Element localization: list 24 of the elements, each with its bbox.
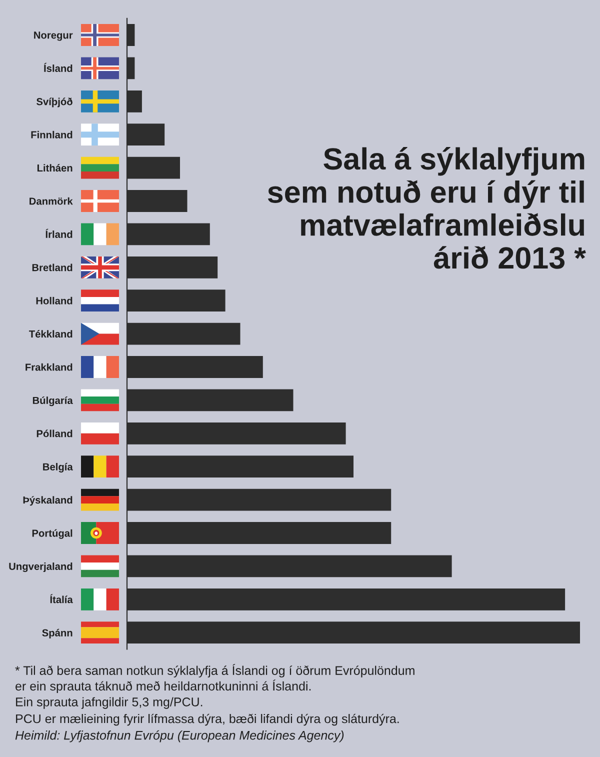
y-tick-label: Ungverjaland bbox=[9, 562, 72, 572]
text: Heimild: Lyfjastofnun Evrópu (European Medicines Agency) bbox=[15, 730, 344, 742]
text: Sala á sýklalyfjum sem notuð eru í dýr til matvælaframleiðslu árið 2013 * bbox=[268, 147, 586, 269]
y-tick-label: Spánn bbox=[42, 628, 72, 638]
y-tick-label: Svíþjóð bbox=[36, 98, 72, 108]
y-tick-label: Ísland bbox=[44, 62, 72, 72]
y-tick-label: Frakkland bbox=[26, 363, 72, 371]
text: PCU er mælieining fyrir lífmassa dýra, bæði lifandi dýra og sláturdýra. bbox=[16, 714, 399, 726]
y-tick-label: Ítalía bbox=[50, 594, 73, 604]
y-tick-label: Noregur bbox=[34, 32, 73, 41]
y-tick-label: Bretland bbox=[32, 264, 72, 272]
y-tick-label: Þýskaland bbox=[23, 496, 72, 506]
y-tick-label: Litháen bbox=[37, 164, 72, 172]
text: Ein sprauta jafngildir 5,3 mg/PCU. bbox=[16, 697, 202, 709]
y-tick-label: Finnland bbox=[31, 130, 72, 138]
y-tick-label: Tékkland bbox=[29, 330, 72, 338]
y-tick-label: Belgía bbox=[43, 462, 73, 472]
y-tick-label: Írland bbox=[46, 228, 72, 238]
text: * Til að bera saman notkun sýklalyfja á Íslandi og í öðrum Evrópulöndum er ein sprauta táknuð með heildarnotkuninni á Íslandi. bbox=[15, 664, 414, 694]
y-tick-label: Portúgal bbox=[32, 529, 72, 539]
y-tick-label: Danmörk bbox=[30, 197, 73, 205]
y-tick-label: Búlgaría bbox=[32, 396, 73, 406]
y-tick-label: Holland bbox=[36, 296, 72, 304]
y-tick-label: Pólland bbox=[36, 430, 72, 438]
